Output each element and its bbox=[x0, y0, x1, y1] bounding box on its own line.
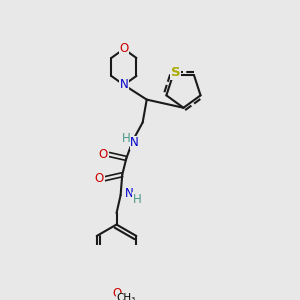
Text: H: H bbox=[122, 132, 131, 145]
Text: O: O bbox=[112, 286, 121, 300]
Text: N: N bbox=[124, 187, 133, 200]
Text: CH₃: CH₃ bbox=[117, 293, 136, 300]
Text: N: N bbox=[119, 78, 128, 92]
Text: N: N bbox=[130, 136, 139, 149]
Text: O: O bbox=[95, 172, 104, 185]
Text: O: O bbox=[119, 43, 128, 56]
Text: H: H bbox=[133, 193, 141, 206]
Text: S: S bbox=[171, 66, 180, 79]
Text: O: O bbox=[99, 148, 108, 161]
